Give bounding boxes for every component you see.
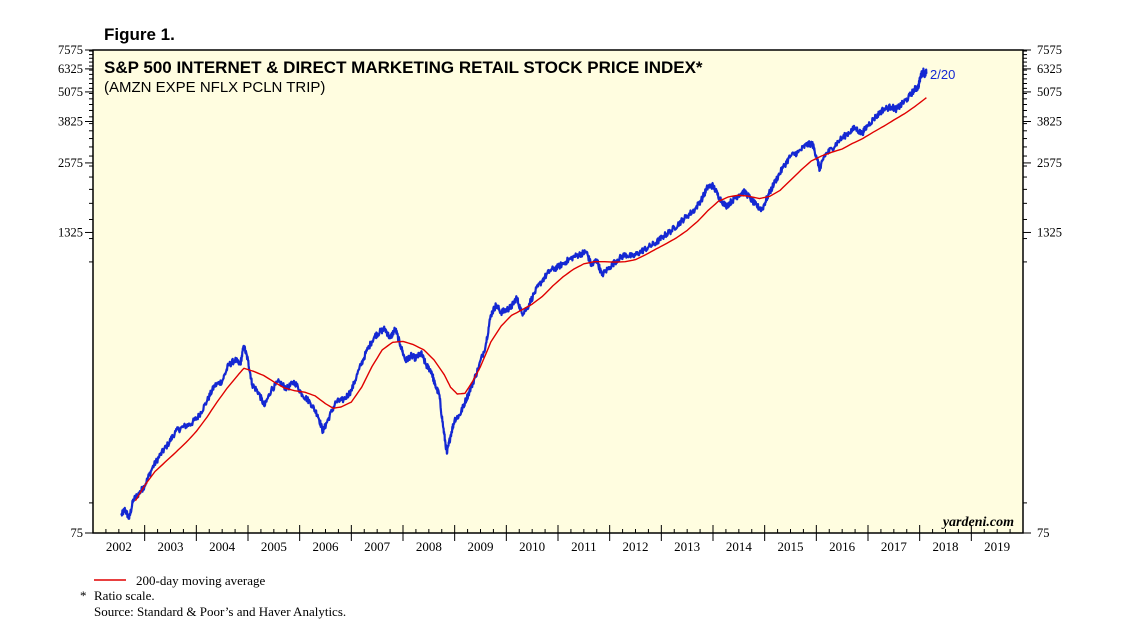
y-tick-label-right: 6325 bbox=[1037, 62, 1062, 76]
x-tick-label: 2007 bbox=[364, 539, 391, 554]
y-tick-label-left: 7575 bbox=[58, 43, 83, 57]
x-tick-label: 2010 bbox=[519, 539, 545, 554]
y-tick-label-left: 5075 bbox=[58, 85, 83, 99]
x-axis: 2002 2003 2004 2005 2006 2007 2008 2009 2010 2011… bbox=[105, 525, 1011, 554]
end-date-label: 2/20 bbox=[930, 67, 955, 82]
y-tick-label-left: 1325 bbox=[58, 225, 83, 239]
y-axis-left: 75 1325 2575 3825 5075 6325 7575 bbox=[58, 43, 93, 540]
plot-area bbox=[92, 49, 1024, 534]
x-tick-label: 2019 bbox=[984, 539, 1010, 554]
x-tick-label: 2009 bbox=[468, 539, 494, 554]
series-layer bbox=[120, 67, 928, 520]
x-tick-label: 2017 bbox=[881, 539, 908, 554]
x-tick-label: 2004 bbox=[209, 539, 236, 554]
x-tick-label: 2013 bbox=[674, 539, 700, 554]
figure-label: Figure 1. bbox=[104, 25, 175, 44]
y-tick-label-right: 2575 bbox=[1037, 156, 1062, 170]
brand-watermark: yardeni.com bbox=[941, 515, 1014, 530]
x-tick-label: 2012 bbox=[623, 539, 649, 554]
x-tick-label: 2003 bbox=[158, 539, 184, 554]
x-tick-label: 2015 bbox=[778, 539, 804, 554]
x-tick-label: 2005 bbox=[261, 539, 287, 554]
x-tick-label: 2008 bbox=[416, 539, 442, 554]
y-tick-label-left: 3825 bbox=[58, 115, 83, 129]
x-tick-label: 2018 bbox=[933, 539, 959, 554]
ratio-note: Ratio scale. bbox=[94, 588, 155, 603]
y-tick-label-right: 1325 bbox=[1037, 225, 1062, 239]
x-tick-label: 2002 bbox=[106, 539, 132, 554]
y-axis-right: 75 1325 2575 3825 5075 6325 7575 bbox=[1023, 43, 1062, 540]
y-tick-label-right: 5075 bbox=[1037, 85, 1062, 99]
y-tick-label-left: 75 bbox=[71, 526, 84, 540]
legend-ma-label: 200-day moving average bbox=[136, 573, 265, 588]
chart-subtitle: (AMZN EXPE NFLX PCLN TRIP) bbox=[104, 79, 325, 96]
x-tick-label: 2011 bbox=[571, 539, 597, 554]
source-note: Source: Standard & Poor’s and Haver Anal… bbox=[94, 604, 346, 619]
series-line-index bbox=[120, 67, 928, 520]
y-tick-label-left: 2575 bbox=[58, 156, 83, 170]
y-tick-label-right: 3825 bbox=[1037, 115, 1062, 129]
x-tick-label: 2016 bbox=[829, 539, 856, 554]
y-tick-label-left: 6325 bbox=[58, 62, 83, 76]
x-tick-label: 2006 bbox=[313, 539, 340, 554]
series-line-moving-average bbox=[134, 97, 927, 502]
ratio-marker: * bbox=[80, 588, 87, 603]
y-tick-label-right: 7575 bbox=[1037, 43, 1062, 57]
x-tick-label: 2014 bbox=[726, 539, 753, 554]
y-tick-label-right: 75 bbox=[1037, 526, 1050, 540]
chart-title: S&P 500 INTERNET & DIRECT MARKETING RETA… bbox=[104, 58, 703, 77]
